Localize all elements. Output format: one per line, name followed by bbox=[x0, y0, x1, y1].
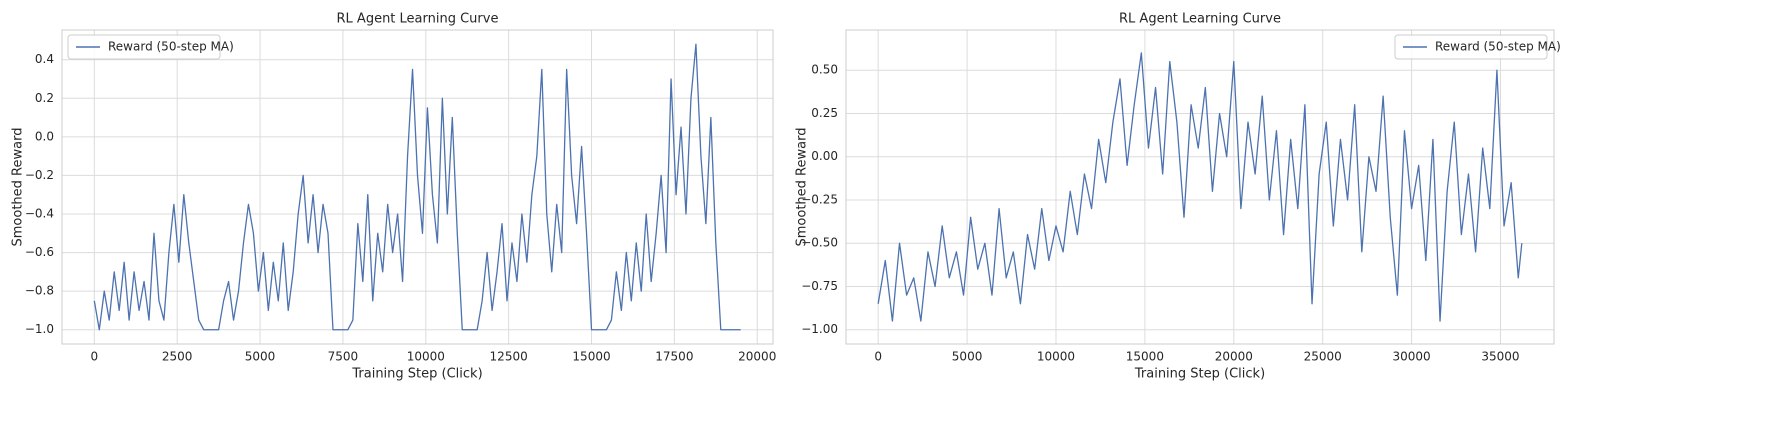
y-tick-label: −0.2 bbox=[25, 168, 54, 182]
x-tick-label: 0 bbox=[874, 350, 882, 364]
x-tick-label: 20000 bbox=[1215, 350, 1253, 364]
y-tick-label: −1.00 bbox=[801, 322, 838, 336]
chart-title: RL Agent Learning Curve bbox=[337, 12, 499, 27]
x-tick-label: 25000 bbox=[1304, 350, 1342, 364]
x-axis-label: Training Step (Click) bbox=[1134, 367, 1265, 382]
y-tick-label: 0.00 bbox=[811, 149, 838, 163]
legend-box bbox=[1394, 34, 1548, 60]
x-tick-label: 30000 bbox=[1392, 350, 1430, 364]
x-tick-label: 2500 bbox=[162, 350, 193, 364]
y-tick-label: −0.4 bbox=[25, 207, 54, 221]
y-tick-label: −0.8 bbox=[25, 284, 54, 298]
x-tick-label: 5000 bbox=[952, 350, 983, 364]
y-tick-label: −0.25 bbox=[801, 192, 838, 206]
x-tick-label: 15000 bbox=[1126, 350, 1164, 364]
x-tick-label: 10000 bbox=[407, 350, 445, 364]
y-tick-label: 0.4 bbox=[35, 52, 54, 66]
x-axis-label: Training Step (Click) bbox=[351, 367, 482, 382]
y-axis-label: Smoothed Reward bbox=[11, 128, 26, 247]
y-axis-label: Smoothed Reward bbox=[795, 128, 810, 247]
series-line bbox=[93, 43, 741, 331]
x-tick-label: 5000 bbox=[245, 350, 276, 364]
x-tick-label: 0 bbox=[90, 350, 98, 364]
y-tick-label: 0.50 bbox=[811, 63, 838, 77]
chart-title: RL Agent Learning Curve bbox=[1119, 12, 1281, 27]
axes-frame bbox=[61, 29, 774, 345]
x-tick-label: 7500 bbox=[328, 350, 359, 364]
y-tick-label: 0.2 bbox=[35, 91, 54, 105]
series-line bbox=[877, 52, 1523, 322]
y-tick-label: 0.0 bbox=[35, 129, 54, 143]
legend-label: Reward (50-step MA) bbox=[108, 40, 234, 54]
x-tick-label: 35000 bbox=[1481, 350, 1519, 364]
x-tick-label: 17500 bbox=[655, 350, 693, 364]
x-tick-label: 12500 bbox=[490, 350, 528, 364]
y-tick-label: −0.75 bbox=[801, 279, 838, 293]
legend-box bbox=[67, 34, 221, 60]
x-tick-label: 10000 bbox=[1037, 350, 1075, 364]
y-tick-label: −1.0 bbox=[25, 322, 54, 336]
legend-label: Reward (50-step MA) bbox=[1435, 40, 1561, 54]
x-tick-label: 20000 bbox=[738, 350, 776, 364]
y-tick-label: −0.50 bbox=[801, 236, 838, 250]
x-tick-label: 15000 bbox=[572, 350, 610, 364]
y-tick-label: 0.25 bbox=[811, 106, 838, 120]
axes-frame bbox=[845, 29, 1555, 345]
y-tick-label: −0.6 bbox=[25, 245, 54, 259]
